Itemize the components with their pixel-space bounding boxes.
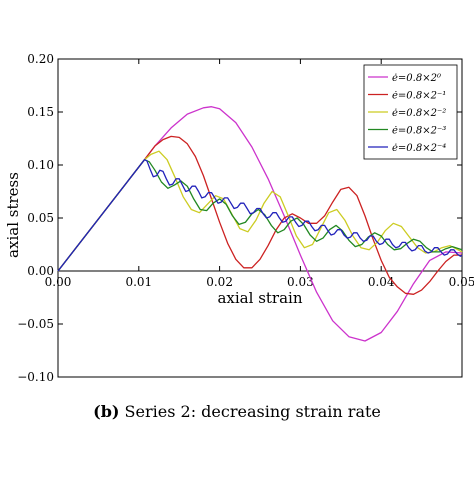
- caption-label: (b): [93, 402, 119, 421]
- y-tick-label: 0.15: [27, 105, 54, 119]
- y-tick-label: −0.10: [17, 370, 54, 384]
- series-line-2: [57, 135, 462, 295]
- figure-caption: (b) Series 2: decreasing strain rate: [93, 402, 381, 421]
- series-line-1: [57, 106, 463, 342]
- x-tick-label: 0.02: [206, 275, 233, 289]
- legend-label-2: ė=0.8×2⁻¹: [392, 91, 446, 102]
- x-tick-label: 0.01: [125, 275, 152, 289]
- legend-label-5: ė=0.8×2⁻⁴: [392, 143, 446, 154]
- x-tick-label: 0.05: [449, 275, 474, 289]
- caption-text: Series 2: decreasing strain rate: [125, 402, 381, 421]
- x-tick-label: 0.04: [368, 275, 395, 289]
- x-tick-label: 0.00: [45, 275, 72, 289]
- series-line-4: [57, 159, 463, 272]
- legend-label-1: ė=0.8×2⁰: [392, 73, 441, 84]
- series-line-3: [57, 150, 463, 272]
- legend-label-4: ė=0.8×2⁻³: [392, 126, 446, 137]
- legend: ė=0.8×2⁰ ė=0.8×2⁻¹ ė=0.8×2⁻² ė=0.8×2⁻³ ė=0.8…: [363, 64, 458, 160]
- y-tick-label: 0.20: [27, 52, 54, 66]
- axis-ticks: 0.00 0.01 0.02 0.03 0.04 0.05 0.20 0.15 0.10 0.05…: [17, 52, 474, 384]
- y-tick-label: 0.10: [27, 158, 54, 172]
- series-lines: [57, 106, 463, 342]
- x-tick-label: 0.03: [287, 275, 314, 289]
- y-tick-label: −0.05: [17, 317, 54, 331]
- x-axis-label: axial strain: [217, 289, 302, 307]
- series-line-5: [57, 159, 463, 272]
- y-axis-label: axial stress: [4, 172, 22, 258]
- y-tick-label: 0.00: [27, 264, 54, 278]
- legend-label-3: ė=0.8×2⁻²: [392, 108, 446, 119]
- y-tick-label: 0.05: [27, 211, 54, 225]
